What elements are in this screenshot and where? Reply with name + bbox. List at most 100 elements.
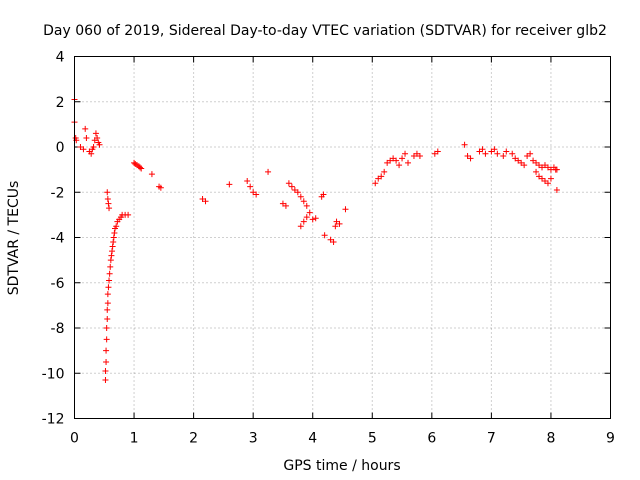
- data-point: [467, 155, 474, 162]
- data-point: [111, 229, 118, 236]
- data-point: [479, 146, 486, 153]
- data-point: [103, 358, 110, 365]
- data-point: [544, 180, 551, 187]
- data-point: [378, 173, 385, 180]
- data-point: [244, 177, 251, 184]
- x-tick-label: 7: [487, 431, 496, 447]
- data-point: [148, 171, 155, 178]
- data-point: [157, 184, 164, 191]
- axis-ticks: 0 1 2 3 4 5 6 7 8 9 -12 -10 -8 -6 -4 -2 0 2 4: [42, 50, 615, 447]
- y-axis-label: SDTVAR / TECUs: [6, 181, 22, 296]
- data-point: [300, 218, 307, 225]
- x-tick-label: 2: [189, 431, 198, 447]
- data-point: [80, 146, 87, 153]
- data-point: [108, 252, 115, 259]
- data-point: [521, 162, 528, 169]
- y-tick-label: 4: [56, 50, 65, 66]
- data-point: [491, 146, 498, 153]
- data-point: [547, 175, 554, 182]
- data-point: [83, 134, 90, 141]
- data-point: [82, 125, 89, 132]
- data-point: [533, 168, 540, 175]
- data-point: [103, 336, 110, 343]
- x-tick-label: 5: [368, 431, 377, 447]
- data-point: [109, 248, 116, 255]
- y-tick-label: -8: [51, 321, 65, 337]
- data-point: [553, 166, 560, 173]
- data-point: [396, 162, 403, 169]
- data-point: [102, 367, 109, 374]
- data-point: [288, 183, 295, 190]
- data-point: [381, 168, 388, 175]
- data-point: [509, 150, 516, 157]
- data-point: [330, 239, 337, 246]
- data-point: [138, 165, 145, 172]
- grid-lines: [74, 56, 611, 419]
- data-point: [125, 211, 132, 218]
- data-point: [88, 150, 95, 157]
- data-point: [104, 315, 111, 322]
- data-point: [92, 130, 99, 137]
- data-point: [94, 134, 101, 141]
- data-point: [294, 189, 301, 196]
- data-point: [202, 198, 209, 205]
- data-point: [461, 141, 468, 148]
- x-tick-label: 4: [308, 431, 317, 447]
- data-point: [282, 202, 289, 209]
- data-point: [106, 277, 113, 284]
- data-point: [306, 209, 313, 216]
- data-point: [104, 196, 111, 203]
- y-tick-label: -4: [51, 231, 65, 247]
- data-point: [309, 216, 316, 223]
- x-tick-label: 0: [70, 431, 79, 447]
- x-tick-label: 3: [249, 431, 258, 447]
- data-point: [285, 180, 292, 187]
- data-point: [503, 148, 510, 155]
- data-point: [226, 181, 233, 188]
- x-tick-label: 8: [546, 431, 555, 447]
- data-point: [96, 141, 103, 148]
- data-point: [372, 180, 379, 187]
- data-point: [336, 220, 343, 227]
- data-point: [500, 153, 507, 160]
- data-point: [105, 200, 112, 207]
- data-points: [71, 96, 560, 384]
- chart-title: Day 060 of 2019, Sidereal Day-to-day VTE…: [43, 23, 607, 39]
- data-point: [113, 223, 120, 230]
- data-point: [106, 270, 113, 277]
- x-axis-label: GPS time / hours: [283, 458, 400, 474]
- x-tick-label: 6: [427, 431, 436, 447]
- data-point: [110, 239, 117, 246]
- data-point: [527, 150, 534, 157]
- plot-frame: [74, 56, 611, 419]
- data-point: [104, 300, 111, 307]
- data-point: [106, 205, 113, 212]
- data-point: [312, 215, 319, 222]
- data-point: [265, 168, 272, 175]
- data-point: [102, 377, 109, 384]
- data-point: [300, 198, 307, 205]
- y-tick-label: -2: [51, 185, 65, 201]
- data-point: [402, 150, 409, 157]
- data-point: [247, 183, 254, 190]
- data-point: [104, 291, 111, 298]
- data-point: [399, 155, 406, 162]
- data-point: [253, 191, 260, 198]
- data-point: [104, 189, 111, 196]
- data-point: [297, 223, 304, 230]
- data-point: [320, 191, 327, 198]
- y-tick-label: 2: [56, 95, 65, 111]
- data-point: [405, 159, 412, 166]
- y-tick-label: -10: [42, 366, 65, 382]
- data-point: [105, 284, 112, 291]
- y-tick-label: -12: [42, 412, 65, 428]
- data-point: [482, 150, 489, 157]
- data-point: [416, 153, 423, 160]
- data-point: [110, 234, 117, 241]
- data-point: [297, 193, 304, 200]
- data-point: [107, 263, 114, 270]
- data-point: [107, 257, 114, 264]
- data-point: [103, 347, 110, 354]
- data-point: [434, 148, 441, 155]
